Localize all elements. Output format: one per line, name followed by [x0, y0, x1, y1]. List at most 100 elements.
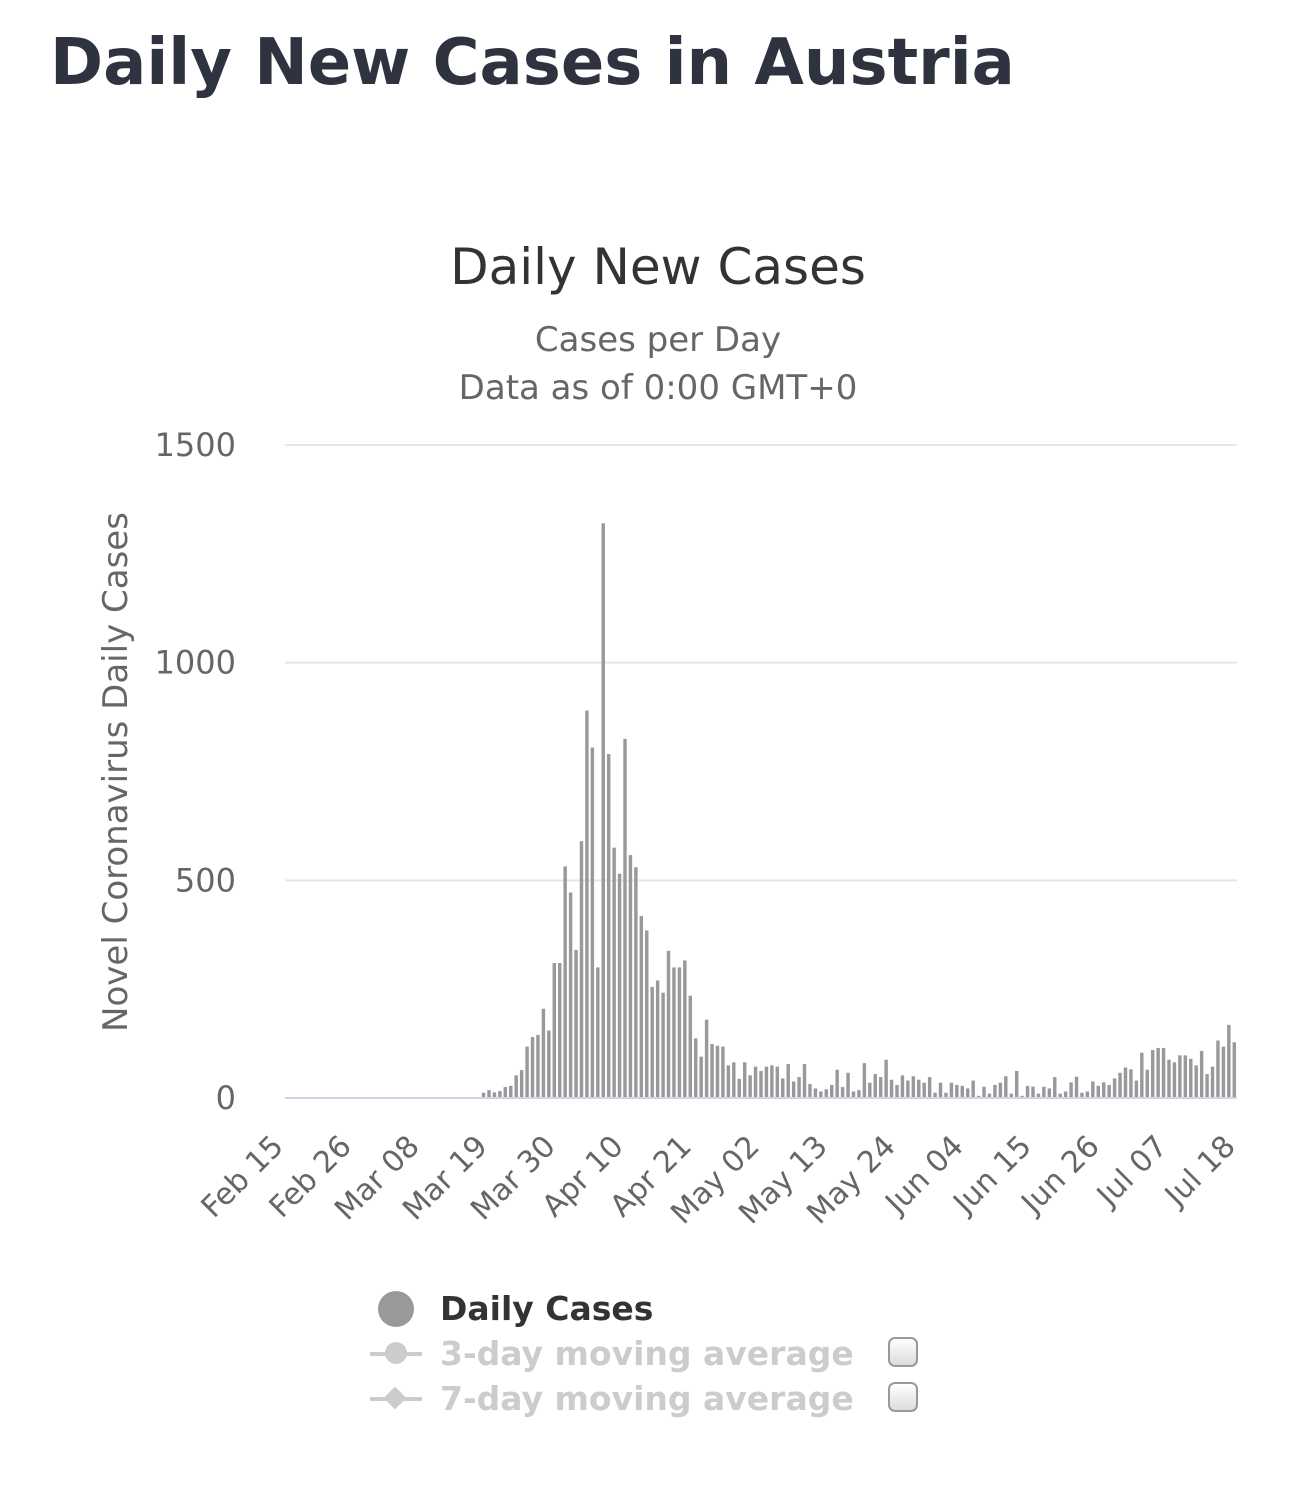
bar[interactable] — [1080, 1092, 1084, 1098]
bar[interactable] — [900, 1075, 905, 1098]
bar[interactable] — [830, 1084, 834, 1098]
bar[interactable] — [753, 1066, 758, 1098]
bar[interactable] — [873, 1074, 877, 1098]
bar[interactable] — [655, 980, 660, 1098]
bar[interactable] — [721, 1046, 725, 1098]
bar[interactable] — [857, 1090, 861, 1098]
bar[interactable] — [906, 1080, 910, 1098]
bar[interactable] — [993, 1084, 997, 1098]
bar[interactable] — [1063, 1091, 1068, 1098]
bar[interactable] — [530, 1037, 535, 1098]
bar[interactable] — [933, 1092, 937, 1098]
bar[interactable] — [634, 867, 638, 1098]
bar[interactable] — [1183, 1055, 1188, 1098]
bar[interactable] — [1140, 1052, 1144, 1098]
bar[interactable] — [1123, 1067, 1128, 1098]
bar[interactable] — [1036, 1093, 1041, 1098]
bar[interactable] — [1058, 1093, 1062, 1098]
bar[interactable] — [1014, 1071, 1019, 1098]
bar[interactable] — [1091, 1081, 1095, 1098]
bar[interactable] — [1216, 1040, 1220, 1098]
bar[interactable] — [868, 1082, 872, 1098]
bar[interactable] — [955, 1084, 959, 1098]
bar[interactable] — [1107, 1084, 1111, 1098]
bar[interactable] — [612, 847, 616, 1098]
bar[interactable] — [1161, 1047, 1166, 1098]
bar[interactable] — [492, 1092, 497, 1098]
legend-item-3-day-average[interactable]: 3-day moving average — [370, 1331, 930, 1376]
bar[interactable] — [552, 963, 556, 1098]
bar[interactable] — [487, 1090, 491, 1098]
bar[interactable] — [677, 967, 682, 1098]
bar[interactable] — [628, 855, 633, 1098]
bar[interactable] — [797, 1077, 801, 1098]
bar[interactable] — [1102, 1082, 1106, 1098]
bar[interactable] — [917, 1079, 921, 1098]
bar[interactable] — [1047, 1088, 1052, 1098]
bar[interactable] — [536, 1034, 540, 1098]
checkbox-3-day-average[interactable] — [888, 1337, 918, 1367]
bar[interactable] — [791, 1081, 796, 1098]
bar[interactable] — [971, 1080, 975, 1098]
bar[interactable] — [568, 892, 573, 1098]
bar[interactable] — [688, 995, 692, 1098]
bar[interactable] — [878, 1077, 883, 1098]
bar[interactable] — [737, 1078, 741, 1098]
bar[interactable] — [775, 1066, 780, 1098]
bar[interactable] — [699, 1056, 703, 1098]
bar[interactable] — [862, 1063, 867, 1098]
legend-item-7-day-average[interactable]: 7-day moving average — [370, 1376, 930, 1421]
bar[interactable] — [1150, 1050, 1155, 1098]
bar[interactable] — [1074, 1076, 1079, 1098]
bar[interactable] — [558, 963, 562, 1098]
bar[interactable] — [966, 1088, 970, 1098]
bar[interactable] — [574, 949, 578, 1098]
bar[interactable] — [1118, 1072, 1122, 1098]
bar[interactable] — [585, 710, 589, 1098]
bar[interactable] — [617, 873, 622, 1098]
bar[interactable] — [519, 1070, 524, 1098]
bar[interactable] — [1199, 1050, 1204, 1098]
bar[interactable] — [732, 1062, 736, 1098]
bar[interactable] — [509, 1085, 513, 1098]
bar[interactable] — [704, 1019, 709, 1098]
bar[interactable] — [623, 738, 627, 1098]
bar[interactable] — [982, 1086, 986, 1098]
bar[interactable] — [726, 1065, 731, 1098]
bar[interactable] — [1069, 1082, 1073, 1098]
bar[interactable] — [715, 1045, 720, 1098]
bar[interactable] — [976, 1095, 981, 1098]
bar[interactable] — [1221, 1046, 1226, 1098]
bar[interactable] — [1232, 1042, 1236, 1098]
bar[interactable] — [514, 1075, 518, 1098]
bar[interactable] — [1167, 1059, 1171, 1098]
bar[interactable] — [1053, 1077, 1057, 1098]
bar[interactable] — [661, 992, 665, 1098]
bar[interactable] — [683, 960, 687, 1098]
bar[interactable] — [998, 1082, 1003, 1098]
bar[interactable] — [759, 1071, 763, 1098]
bar[interactable] — [639, 916, 644, 1098]
bar[interactable] — [525, 1046, 529, 1098]
bar[interactable] — [1227, 1024, 1231, 1098]
bar[interactable] — [1042, 1086, 1046, 1098]
bar[interactable] — [802, 1064, 807, 1098]
bar[interactable] — [672, 967, 676, 1098]
bar[interactable] — [846, 1072, 850, 1098]
checkbox-7-day-average[interactable] — [888, 1382, 918, 1412]
bar[interactable] — [835, 1069, 839, 1098]
bar[interactable] — [606, 754, 611, 1098]
bar[interactable] — [498, 1091, 502, 1098]
bar[interactable] — [786, 1064, 790, 1098]
bar[interactable] — [813, 1088, 818, 1098]
bar[interactable] — [1210, 1066, 1215, 1098]
bar[interactable] — [808, 1084, 812, 1098]
bar[interactable] — [1004, 1076, 1008, 1098]
bar[interactable] — [781, 1078, 785, 1098]
bar[interactable] — [1134, 1080, 1139, 1098]
bar[interactable] — [1025, 1085, 1030, 1098]
bar[interactable] — [748, 1075, 752, 1098]
bar[interactable] — [694, 1038, 698, 1098]
bar[interactable] — [927, 1077, 932, 1098]
bar[interactable] — [1145, 1069, 1149, 1098]
